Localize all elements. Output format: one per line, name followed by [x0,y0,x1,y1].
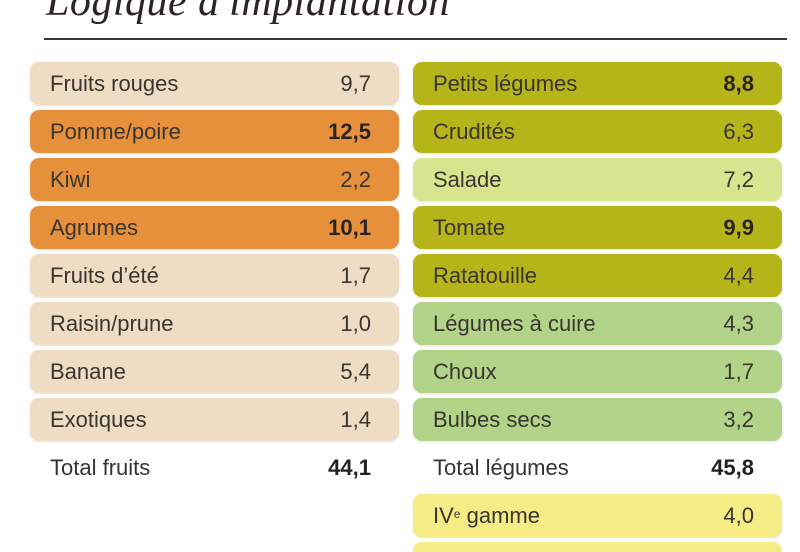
legumes-total-label: Total légumes [433,455,569,480]
gamme-value: 4,0 [723,503,754,528]
fruit-row: Fruits d’été 1,7 [30,254,399,297]
fruit-label: Agrumes [50,215,139,240]
legume-value: 4,3 [723,311,754,336]
legume-value: 1,7 [723,359,754,384]
legume-value: 3,2 [723,407,754,432]
legume-row: Tomate 9,9 [413,206,782,249]
fruit-row: Kiwi 2,2 [30,158,399,201]
legume-label: Légumes à cuire [433,311,596,336]
legume-label: Tomate [433,215,506,240]
fruit-row: Fruits rouges 9,7 [30,62,399,105]
legume-label: Ratatouille [433,263,537,288]
gamme-row: IVe gamme 4,0 [413,494,782,537]
fruit-row: Pomme/poire 12,5 [30,110,399,153]
legume-label: Bulbes secs [433,407,552,432]
legume-label: Crudités [433,119,515,144]
fruit-label: Fruits d’été [50,263,159,288]
legume-value: 6,3 [723,119,754,144]
fruit-row: Exotiques 1,4 [30,398,399,441]
legume-row: Petits légumes 8,8 [413,62,782,105]
fruit-value: 12,5 [328,119,371,144]
page-title: Logique d'implantation [46,0,450,25]
fruit-label: Fruits rouges [50,71,179,96]
legume-row: Légumes à cuire 4,3 [413,302,782,345]
fruit-row: Banane 5,4 [30,350,399,393]
legume-row: Choux 1,7 [413,350,782,393]
fruit-label: Banane [50,359,126,384]
legumes-total-row: Total légumes 45,8 [413,446,782,489]
fruit-value: 10,1 [328,215,371,240]
fruit-label: Exotiques [50,407,147,432]
gamme-label-sup: e [453,507,461,521]
fruit-row: Agrumes 10,1 [30,206,399,249]
next-row-fragment [413,542,782,552]
legumes-column: Petits légumes 8,8 Crudités 6,3 Salade 7,2 … [413,62,782,552]
fruit-label: Raisin/prune [50,311,174,336]
legume-value: 8,8 [723,71,754,96]
fruit-label: Pomme/poire [50,119,181,144]
gamme-label: IVe gamme [433,503,540,529]
gamme-label-suffix: gamme [460,503,540,528]
title-underline [44,38,787,40]
legume-label: Petits légumes [433,71,578,96]
fruit-value: 1,4 [340,407,371,432]
gamme-label-prefix: IV [433,503,454,528]
legume-value: 4,4 [723,263,754,288]
fruit-value: 1,0 [340,311,371,336]
fruit-value: 9,7 [340,71,371,96]
legume-label: Salade [433,167,502,192]
fruits-total-row: Total fruits 44,1 [30,446,399,489]
fruits-total-value: 44,1 [328,455,371,480]
fruit-value: 5,4 [340,359,371,384]
legume-value: 9,9 [723,215,754,240]
legume-label: Choux [433,359,497,384]
legume-row: Bulbes secs 3,2 [413,398,782,441]
fruit-value: 2,2 [340,167,371,192]
legume-row: Salade 7,2 [413,158,782,201]
legume-value: 7,2 [723,167,754,192]
fruit-row: Raisin/prune 1,0 [30,302,399,345]
fruits-column: Fruits rouges 9,7 Pomme/poire 12,5 Kiwi 2,2… [30,62,399,494]
fruit-label: Kiwi [50,167,91,192]
legume-row: Crudités 6,3 [413,110,782,153]
fruit-value: 1,7 [340,263,371,288]
legumes-total-value: 45,8 [711,455,754,480]
legume-row: Ratatouille 4,4 [413,254,782,297]
fruits-total-label: Total fruits [50,455,151,480]
